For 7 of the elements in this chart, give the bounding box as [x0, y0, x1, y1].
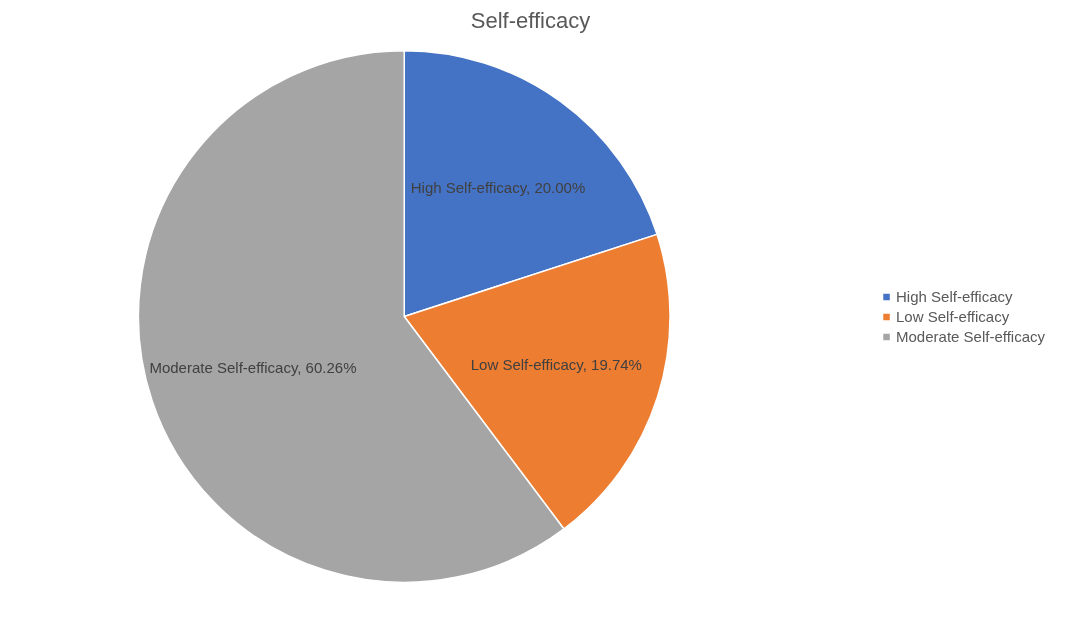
data-label: Moderate Self-efficacy, 60.26% — [149, 358, 357, 376]
data-label: High Self-efficacy, 20.00% — [410, 179, 586, 197]
legend-label: Moderate Self-efficacy — [896, 327, 1045, 345]
legend-label: Low Self-efficacy — [896, 307, 1010, 325]
legend-label: High Self-efficacy — [896, 287, 1013, 305]
chart-title: Self-efficacy — [470, 7, 591, 33]
data-label: Low Self-efficacy, 19.74% — [470, 356, 642, 374]
